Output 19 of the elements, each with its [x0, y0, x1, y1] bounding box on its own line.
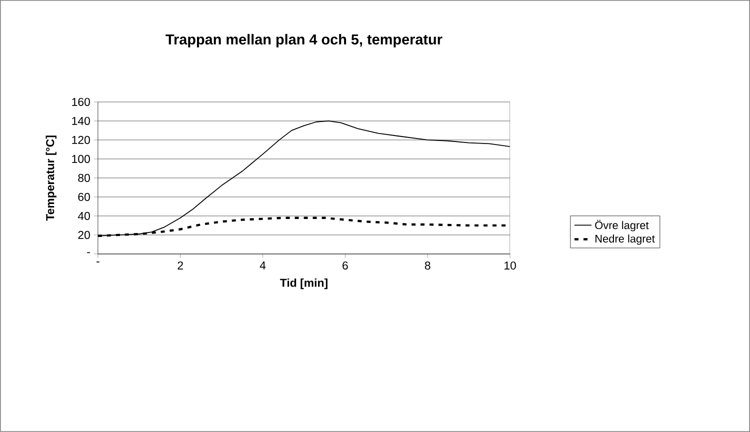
y-tick-label: 100: [72, 154, 90, 164]
y-tick-label: 160: [72, 98, 90, 106]
chart-title: Trappan mellan plan 4 och 5, temperatur: [166, 34, 442, 48]
x-axis-title: Tid [min]: [280, 278, 328, 290]
legend-label: Övre lagret: [595, 220, 649, 232]
x-tick-label: 2: [178, 262, 183, 270]
x-tick-label: 6: [342, 262, 348, 270]
x-tick-label: 8: [424, 262, 430, 270]
y-tick-label: -: [87, 252, 90, 254]
y-tick-label: 120: [72, 136, 90, 144]
x-tick-label: 4: [260, 262, 266, 270]
y-tick-label: 20: [78, 230, 90, 240]
legend-label: Nedre lagret: [596, 234, 655, 245]
y-tick-label: 140: [72, 116, 90, 126]
y-axis-title: Temperatur [°C]: [46, 136, 56, 221]
x-tick-label: 10: [504, 262, 516, 270]
y-tick-label: 40: [78, 212, 90, 220]
y-tick-label: 80: [78, 174, 90, 182]
y-tick-label: 60: [78, 192, 90, 202]
